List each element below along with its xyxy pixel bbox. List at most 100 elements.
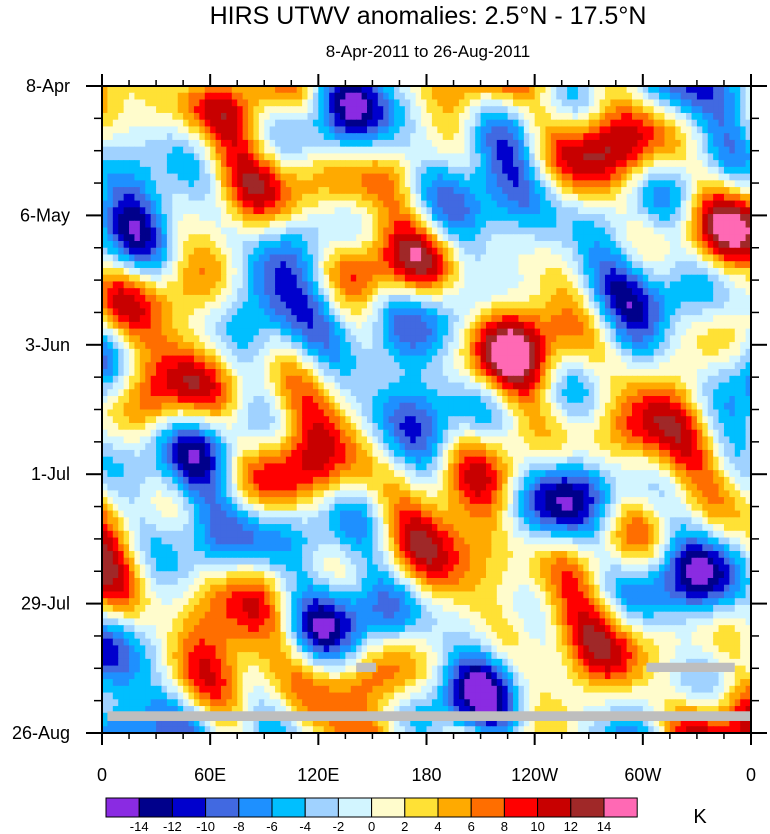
heatmap-cell [626,288,633,296]
heatmap-cell [129,86,136,94]
heatmap-cell [275,187,282,195]
heatmap-cell [112,139,119,148]
heatmap-cell [469,328,476,336]
heatmap-cell [610,173,617,181]
heatmap-cell [610,166,617,175]
heatmap-cell [529,301,536,310]
heatmap-cell [469,315,476,323]
heatmap-cell [193,193,200,202]
heatmap-cell [442,214,449,222]
heatmap-cell [102,301,109,310]
heatmap-cell [291,173,298,181]
heatmap-cell [204,241,211,249]
heatmap-cell [248,220,255,229]
heatmap-cell [177,281,184,289]
heatmap-cell [248,362,255,370]
heatmap-cell [615,308,622,316]
heatmap-cell [610,92,617,101]
heatmap-cell [410,139,417,148]
heatmap-cell [248,355,255,363]
heatmap-cell [632,166,639,175]
heatmap-cell [166,220,173,229]
heatmap-cell [734,180,741,188]
heatmap-cell [107,187,114,195]
heatmap-cell [339,173,346,181]
heatmap-cell [610,348,617,357]
heatmap-cell [312,362,319,370]
heatmap-cell [150,335,157,343]
heatmap-cell [280,119,287,128]
heatmap-cell [621,348,628,357]
heatmap-cell [231,160,238,168]
heatmap-cell [307,362,314,370]
heatmap-cell [139,99,146,107]
heatmap-cell [626,342,633,350]
heatmap-cell [448,214,455,222]
heatmap-cell [193,355,200,363]
heatmap-cell [323,227,330,235]
heatmap-cell [458,328,465,336]
heatmap-cell [485,335,492,343]
heatmap-cell [421,342,428,350]
heatmap-cell [723,153,730,161]
heatmap-cell [659,348,666,357]
heatmap-cell [248,193,255,202]
heatmap-cell [193,187,200,195]
heatmap-cell [686,92,693,101]
heatmap-cell [388,321,395,330]
heatmap-cell [161,187,168,195]
heatmap-cell [215,254,222,262]
heatmap-cell [480,301,487,310]
heatmap-cell [356,153,363,161]
heatmap-cell [745,92,751,101]
heatmap-cell [610,119,617,128]
heatmap-cell [291,112,298,121]
heatmap-cell [610,308,617,316]
heatmap-cell [696,214,703,222]
heatmap-cell [118,261,125,269]
heatmap-cell [312,173,319,181]
heatmap-cell [102,274,109,283]
heatmap-cell [404,133,411,141]
heatmap-cell [513,335,520,343]
heatmap-cell [134,321,141,330]
heatmap-cell [102,241,109,249]
heatmap-cell [367,274,374,283]
heatmap-cell [356,254,363,262]
heatmap-cell [161,200,168,208]
heatmap-cell [302,139,309,148]
heatmap-cell [112,166,119,175]
heatmap-cell [659,321,666,330]
heatmap-cell [437,308,444,316]
heatmap-cell [345,288,352,296]
heatmap-cell [458,335,465,343]
heatmap-cell [339,153,346,161]
heatmap-cell [112,112,119,121]
heatmap-cell [361,126,368,134]
heatmap-cell [426,355,433,363]
heatmap-cell [675,139,682,148]
heatmap-cell [350,355,357,363]
heatmap-cell [583,86,590,94]
heatmap-cell [394,112,401,121]
heatmap-cell [723,241,730,249]
heatmap-cell [686,86,693,94]
heatmap-cell [307,308,314,316]
heatmap-cell [588,335,595,343]
heatmap-cell [345,86,352,94]
heatmap-cell [550,166,557,175]
heatmap-cell [718,274,725,283]
heatmap-cell [172,187,179,195]
heatmap-cell [475,335,482,343]
heatmap-cell [572,207,579,215]
heatmap-cell [307,166,314,175]
heatmap-cell [653,335,660,343]
heatmap-cell [329,234,336,242]
heatmap-cell [583,200,590,208]
heatmap-cell [112,355,119,363]
heatmap-cell [686,173,693,181]
heatmap-cell [556,355,563,363]
heatmap-cell [475,200,482,208]
heatmap-cell [220,267,227,276]
heatmap-cell [193,362,200,370]
